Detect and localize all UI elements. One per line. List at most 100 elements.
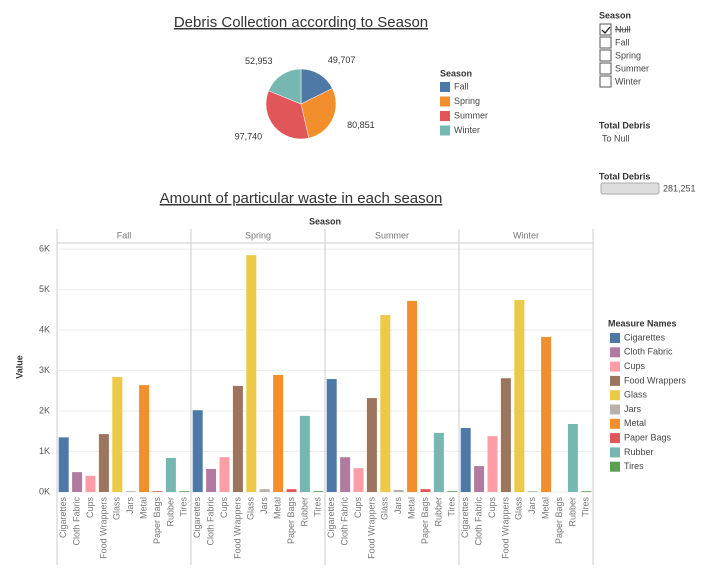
bar [192,410,203,492]
slice-label: 49,707 [328,55,356,65]
bar [500,378,511,492]
checkbox[interactable] [599,62,612,75]
filter-option[interactable]: Summer [615,63,649,73]
bar [460,428,471,492]
x-tick-label: Cups [219,497,229,519]
x-tick-label: Cloth Fabric [473,496,483,545]
x-tick-label: Glass [514,497,524,521]
param-title: Total Debris [599,120,650,130]
filter-option[interactable]: Spring [615,50,641,60]
legend-label: Tires [624,461,644,471]
facet-label: Fall [117,230,132,240]
x-tick-label: Food Wrappers [98,497,108,559]
slice-label: 80,851 [347,120,375,130]
legend-swatch [610,447,620,458]
y-tick-label: 0K [39,486,50,496]
bar [58,437,69,492]
bar [299,415,310,492]
x-tick-label: Glass [112,497,122,521]
x-tick-label: Cups [487,497,497,519]
pie-slice [268,68,302,105]
y-tick-label: 6K [39,243,50,253]
bar [273,374,284,492]
legend-label: Cigarettes [624,332,666,342]
bar [246,255,257,492]
bar [72,472,83,492]
bar [353,468,364,492]
x-tick-label: Food Wrappers [500,497,510,559]
checkbox[interactable] [599,36,612,49]
param-value[interactable]: To Null [602,133,630,143]
x-tick-label: Food Wrappers [366,497,376,559]
x-tick-label: Jars [125,497,135,515]
legend-label: Glass [624,390,648,400]
x-tick-label: Jars [527,497,537,515]
x-tick-label: Metal [540,497,550,519]
legend-swatch [610,390,620,401]
x-tick-label: Paper Bags [152,497,162,545]
bar [259,489,270,492]
x-tick-label: Paper Bags [420,497,430,545]
bar [407,300,418,492]
legend-swatch [610,361,620,372]
filter-option[interactable]: Null [615,24,631,34]
x-tick-label: Jars [393,497,403,515]
legend-label: Winter [454,125,480,135]
range-value: 281,251 [663,183,696,193]
chart-title: Amount of particular waste in each seaso… [160,190,443,207]
x-tick-label: Rubber [165,497,175,527]
pie-slice [300,88,337,139]
pie-slice [265,90,310,140]
x-tick-label: Paper Bags [554,497,564,545]
filter-option[interactable]: Winter [615,76,641,86]
legend-swatch [610,461,620,472]
x-tick-label: Cloth Fabric [339,497,349,546]
legend-label: Food Wrappers [624,375,686,385]
bar [139,385,150,492]
facet-label: Winter [513,230,539,240]
filter-option[interactable]: Fall [615,37,630,47]
bar [219,457,230,492]
x-tick-label: Rubber [433,497,443,527]
checkbox[interactable] [599,23,612,36]
bar [433,432,444,492]
legend-label: Fall [454,81,469,91]
bar [527,491,538,492]
range-slider[interactable] [600,182,660,195]
legend-label: Summer [454,110,488,120]
bar [85,475,96,492]
checkbox[interactable] [599,75,612,88]
x-tick-label: Rubber [567,497,577,527]
bar [581,491,592,492]
chart-title: Debris Collection according to Season [174,14,428,31]
facet-label: Spring [245,230,271,240]
bar [420,489,431,492]
checkbox[interactable] [599,49,612,62]
x-tick-label: Food Wrappers [232,497,242,559]
x-tick-label: Cigarettes [58,497,68,539]
legend-swatch [610,347,620,358]
bar [514,300,525,492]
bar [541,336,552,492]
x-tick-label: Tires [581,497,591,517]
facet-label: Summer [375,230,409,240]
bar [206,468,217,492]
x-tick-label: Cigarettes [192,497,202,539]
legend-swatch [440,96,450,107]
bar [179,491,190,492]
legend-swatch [440,111,450,121]
range-title: Total Debris [599,171,650,181]
y-tick-label: 3K [39,365,50,375]
x-tick-label: Cigarettes [460,497,470,539]
y-tick-label: 5K [39,284,50,294]
bar [125,491,136,492]
filter-title: Season [599,10,631,20]
y-tick-label: 2K [39,405,50,415]
legend-label: Metal [624,418,646,428]
y-tick-label: 4K [39,324,50,334]
bar [112,377,123,492]
x-tick-label: Rubber [299,497,309,527]
x-tick-label: Cloth Fabric [205,497,215,546]
legend-swatch [610,375,620,386]
bar [366,398,377,492]
